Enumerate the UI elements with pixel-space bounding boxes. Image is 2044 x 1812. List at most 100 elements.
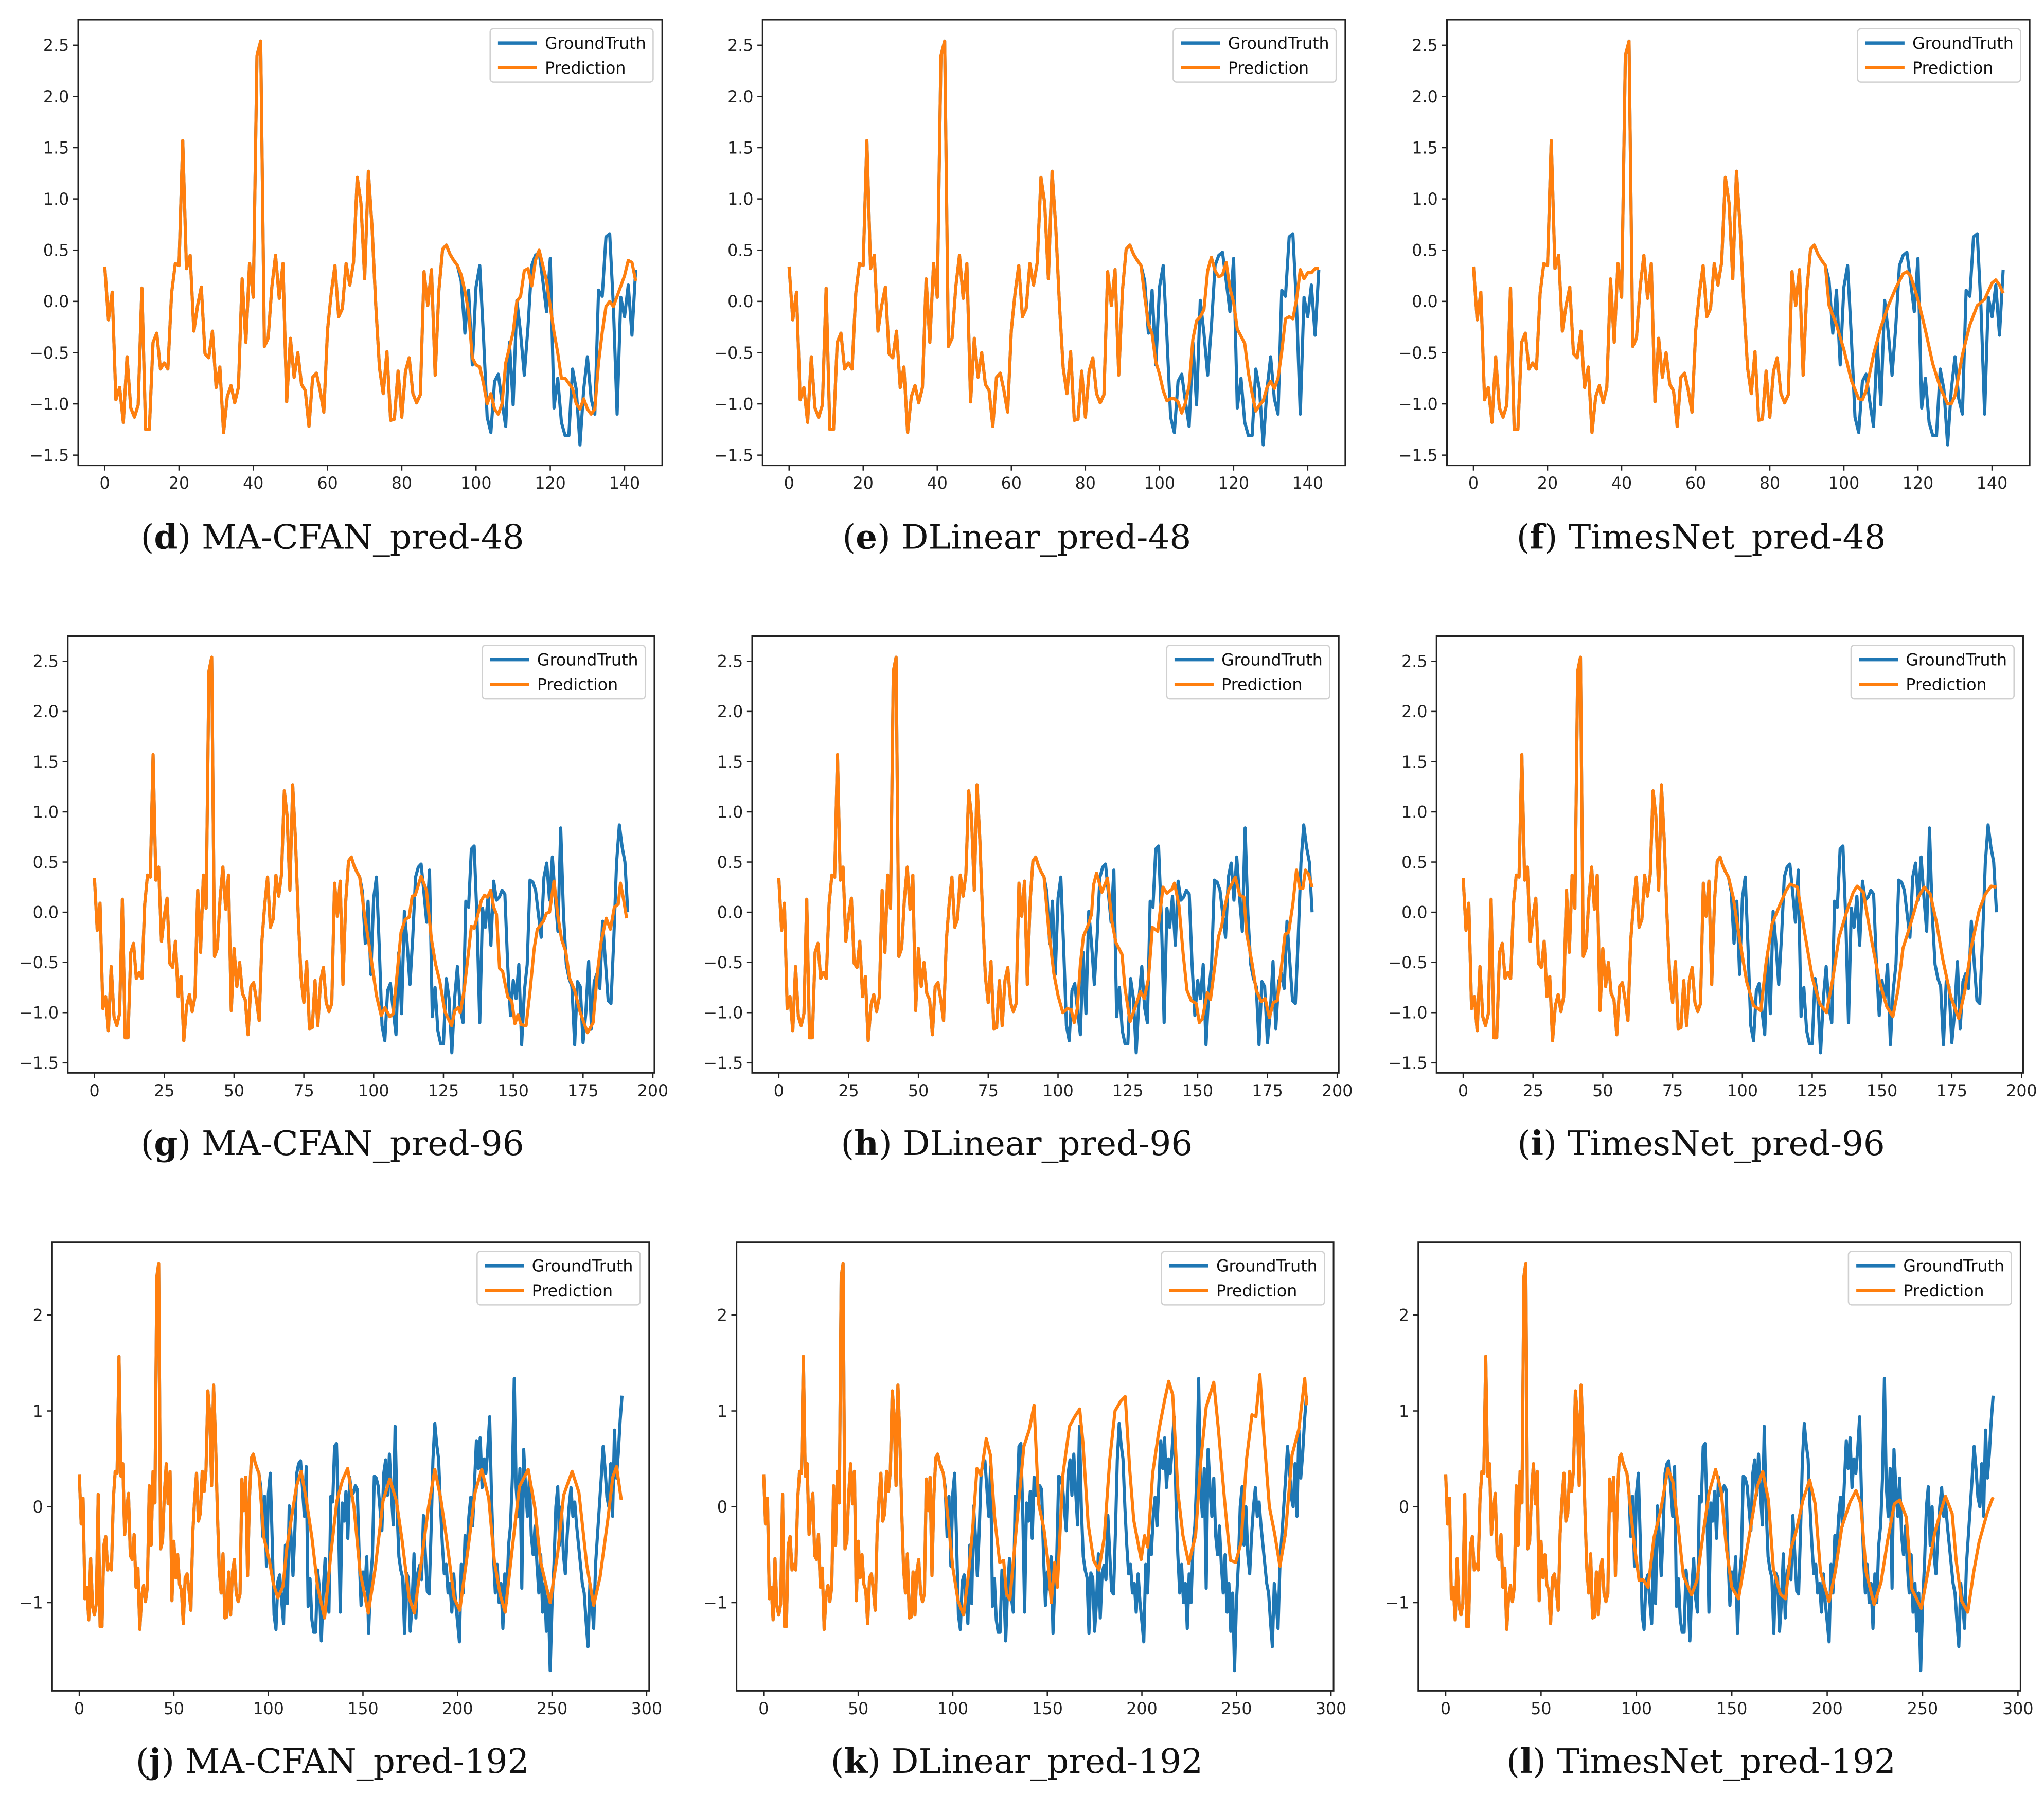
x-tick-label: 150 (497, 1082, 528, 1100)
y-tick-label: −0.5 (1388, 954, 1428, 972)
x-tick-label: 100 (1144, 474, 1175, 493)
subfigure-caption: (f) TimesNet_pred-48 (1517, 517, 1886, 557)
x-tick-label: 150 (1032, 1700, 1063, 1718)
legend-groundtruth-label: GroundTruth (1912, 34, 2014, 53)
x-tick-label: 60 (317, 474, 337, 493)
x-tick-label: 0 (1458, 1082, 1468, 1100)
y-tick-label: −0.5 (19, 954, 59, 972)
y-tick-label: −1.5 (714, 447, 754, 465)
caption-title: MA-CFAN_pred-48 (202, 518, 524, 557)
x-tick-label: 125 (1797, 1082, 1827, 1100)
x-tick-label: 120 (535, 474, 565, 493)
y-tick-label: 0 (1399, 1498, 1409, 1517)
subplot-h: 0 25 50 75 100 125 150 175 200 −1.5 −1.0 −0.5 0.0 0.5… (703, 635, 1353, 1163)
caption-panel-letter: d (154, 517, 177, 557)
caption-paren: ( (831, 1742, 844, 1781)
y-tick-label: 1.5 (727, 139, 753, 157)
x-tick-label: 125 (1112, 1082, 1143, 1100)
x-tick-label: 20 (853, 474, 874, 493)
y-tick-label: 1 (1399, 1402, 1409, 1421)
legend-groundtruth-label: GroundTruth (1228, 34, 1329, 53)
subplot-i: 0 25 50 75 100 125 150 175 200 −1.5 −1.0 −0.5 0.0 0.5… (1388, 635, 2037, 1163)
y-tick-label: 0.5 (43, 242, 69, 260)
y-tick-label: 0.5 (1412, 242, 1437, 260)
legend-prediction-label: Prediction (1216, 1282, 1297, 1301)
x-tick-label: 0 (774, 1082, 784, 1100)
axes-frame (736, 1241, 1335, 1692)
x-tick-label: 200 (2006, 1082, 2037, 1100)
y-tick-label: −1.0 (703, 1004, 743, 1023)
subplot-g: 0 25 50 75 100 125 150 175 200 −1.5 −1.0 −0.5 0.0 0.5… (19, 635, 668, 1163)
x-tick-label: 75 (293, 1082, 314, 1100)
x-tick-label: 0 (1468, 474, 1479, 493)
x-tick-label: 300 (2002, 1700, 2033, 1718)
x-tick-label: 40 (243, 474, 263, 493)
x-tick-label: 250 (1221, 1700, 1252, 1718)
caption-title: DLinear_pred-48 (901, 518, 1192, 557)
y-tick-label: 2 (1399, 1307, 1409, 1325)
x-tick-label: 0 (74, 1700, 84, 1718)
y-tick-label: 0 (717, 1498, 727, 1517)
y-tick-label: −1 (1385, 1594, 1409, 1612)
y-tick-label: 2.0 (1401, 703, 1427, 721)
legend: GroundTruth Prediction (476, 1251, 641, 1306)
y-tick-label: 1.5 (717, 753, 743, 772)
x-tick-label: 50 (848, 1700, 868, 1718)
x-tick-label: 150 (347, 1700, 378, 1718)
y-tick-label: 0.0 (1401, 904, 1427, 922)
x-tick-label: 150 (1867, 1082, 1897, 1100)
y-tick-label: −0.5 (714, 344, 754, 363)
x-tick-label: 175 (1936, 1082, 1967, 1100)
axes-frame (77, 19, 663, 467)
x-tick-label: 80 (1759, 474, 1780, 493)
x-tick-label: 0 (100, 474, 110, 493)
y-tick-label: 1.5 (43, 139, 69, 157)
caption-paren: ( (136, 1742, 149, 1781)
y-tick-label: −1.5 (1388, 1054, 1428, 1073)
x-tick-label: 0 (90, 1082, 100, 1100)
subplot-d: 0 20 40 60 80 100 120 140 −1.5 −1.0 −0.5 0.0 0.5 1.0 1… (29, 19, 663, 557)
x-tick-label: 140 (1977, 474, 2007, 493)
x-tick-label: 60 (1001, 474, 1022, 493)
y-tick-label: 0.0 (717, 904, 743, 922)
prediction-line (1462, 655, 1997, 1042)
x-tick-label: 50 (1531, 1700, 1551, 1718)
legend-prediction-label: Prediction (1221, 676, 1302, 695)
subplot-f: 0 20 40 60 80 100 120 140 −1.5 −1.0 −0.5 0.0 0.5 1.0 1… (1398, 19, 2031, 557)
caption-paren: ) (161, 1742, 185, 1781)
legend-groundtruth-label: GroundTruth (1903, 1257, 2004, 1276)
legend-prediction-label: Prediction (1912, 59, 1993, 78)
caption-paren: ) (877, 518, 901, 557)
caption-panel-letter: e (856, 517, 877, 557)
axes-frame (751, 635, 1340, 1074)
x-tick-label: 75 (1662, 1082, 1683, 1100)
caption-paren: ) (1544, 518, 1569, 557)
legend: GroundTruth Prediction (1172, 28, 1337, 83)
y-tick-label: 1 (32, 1402, 43, 1421)
y-tick-label: 1.0 (1401, 803, 1427, 822)
y-tick-label: −1.5 (1398, 447, 1438, 465)
subfigure-caption: (h) DLinear_pred-96 (841, 1123, 1193, 1163)
legend: GroundTruth Prediction (1161, 1251, 1325, 1306)
caption-paren: ) (867, 1742, 892, 1781)
subfigure-caption: (d) MA-CFAN_pred-48 (141, 517, 524, 557)
x-tick-label: 0 (1441, 1700, 1451, 1718)
x-tick-label: 50 (1592, 1082, 1613, 1100)
y-tick-label: −1 (703, 1594, 727, 1612)
legend-prediction-label: Prediction (545, 59, 626, 78)
caption-panel-letter: l (1520, 1741, 1533, 1781)
caption-title: DLinear_pred-96 (903, 1124, 1193, 1163)
y-tick-label: 0.0 (33, 904, 59, 922)
x-tick-label: 200 (442, 1700, 473, 1718)
caption-panel-letter: i (1531, 1123, 1543, 1163)
x-tick-label: 25 (838, 1082, 859, 1100)
legend: GroundTruth Prediction (1850, 644, 2015, 700)
x-tick-label: 100 (937, 1700, 968, 1718)
legend-groundtruth-label: GroundTruth (1216, 1257, 1318, 1276)
x-tick-label: 100 (1621, 1700, 1652, 1718)
prediction-line (777, 655, 1314, 1042)
y-tick-label: 1 (717, 1402, 727, 1421)
y-tick-label: −1.0 (29, 395, 69, 414)
groundtruth-line (777, 655, 1314, 1055)
